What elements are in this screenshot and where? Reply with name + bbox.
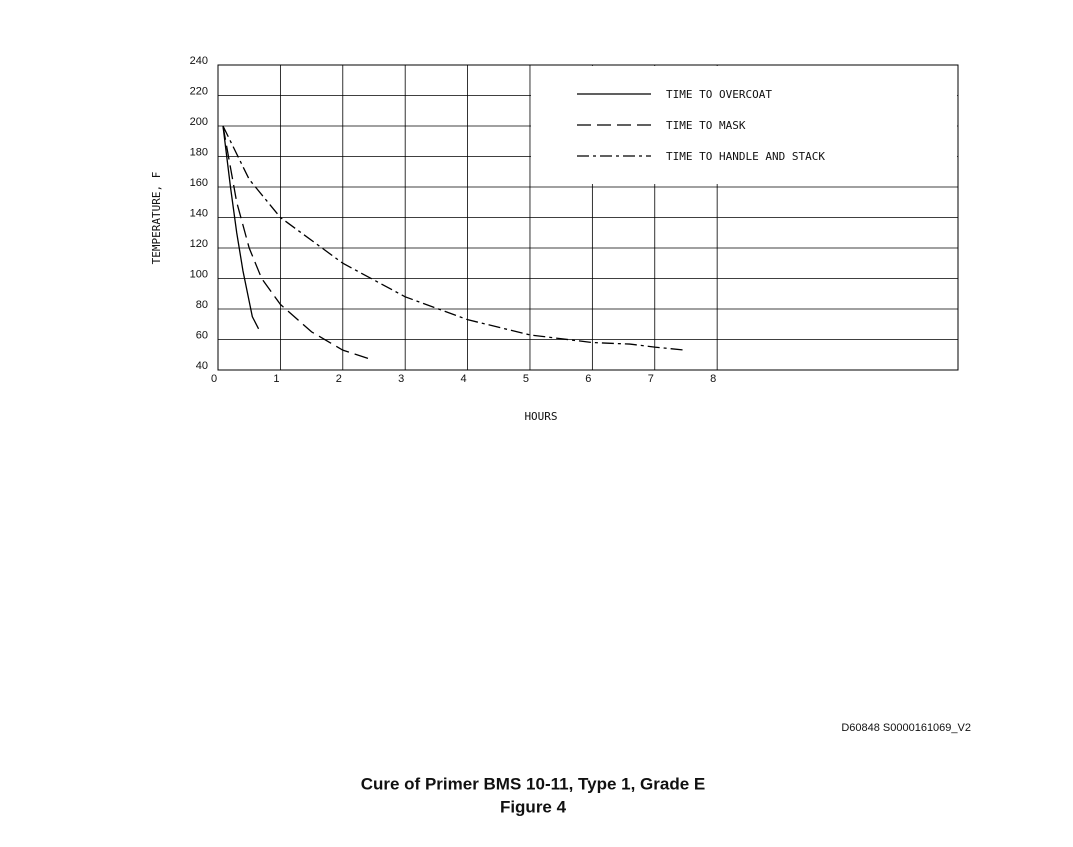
- y-tick-label: 120: [190, 238, 208, 250]
- x-tick-label: 3: [398, 373, 404, 385]
- legend-label: TIME TO MASK: [666, 119, 746, 132]
- y-axis-label: TEMPERATURE, F: [150, 172, 163, 265]
- data-line: [222, 125, 687, 351]
- y-tick-label: 80: [196, 299, 208, 311]
- x-tick-label: 6: [585, 373, 591, 385]
- x-axis-label: HOURS: [524, 410, 557, 423]
- data-line: [222, 125, 372, 360]
- chart-subtitle: Figure 4: [500, 797, 567, 816]
- x-tick-label: 0: [211, 373, 217, 385]
- plot-frame: [217, 64, 959, 371]
- data-line: [222, 125, 260, 330]
- y-tick-label: 40: [196, 360, 208, 372]
- x-tick-label: 2: [336, 373, 342, 385]
- y-tick-label: 180: [190, 146, 208, 158]
- y-tick-label: 240: [190, 55, 208, 67]
- x-tick-label: 1: [273, 373, 279, 385]
- y-tick-label: 220: [190, 85, 208, 97]
- y-tick-label: 200: [190, 116, 208, 128]
- y-tick-label: 60: [196, 329, 208, 341]
- chart-title: Cure of Primer BMS 10-11, Type 1, Grade …: [361, 774, 706, 793]
- x-tick-label: 7: [648, 373, 654, 385]
- legend-label: TIME TO OVERCOAT: [666, 88, 772, 101]
- x-tick-label: 8: [710, 373, 716, 385]
- x-tick-label: 4: [461, 373, 467, 385]
- y-tick-label: 140: [190, 207, 208, 219]
- legend-label: TIME TO HANDLE AND STACK: [666, 150, 825, 163]
- figure-id: D60848 S0000161069_V2: [841, 722, 971, 734]
- y-tick-label: 100: [190, 268, 208, 280]
- x-tick-label: 5: [523, 373, 529, 385]
- y-tick-label: 160: [190, 177, 208, 189]
